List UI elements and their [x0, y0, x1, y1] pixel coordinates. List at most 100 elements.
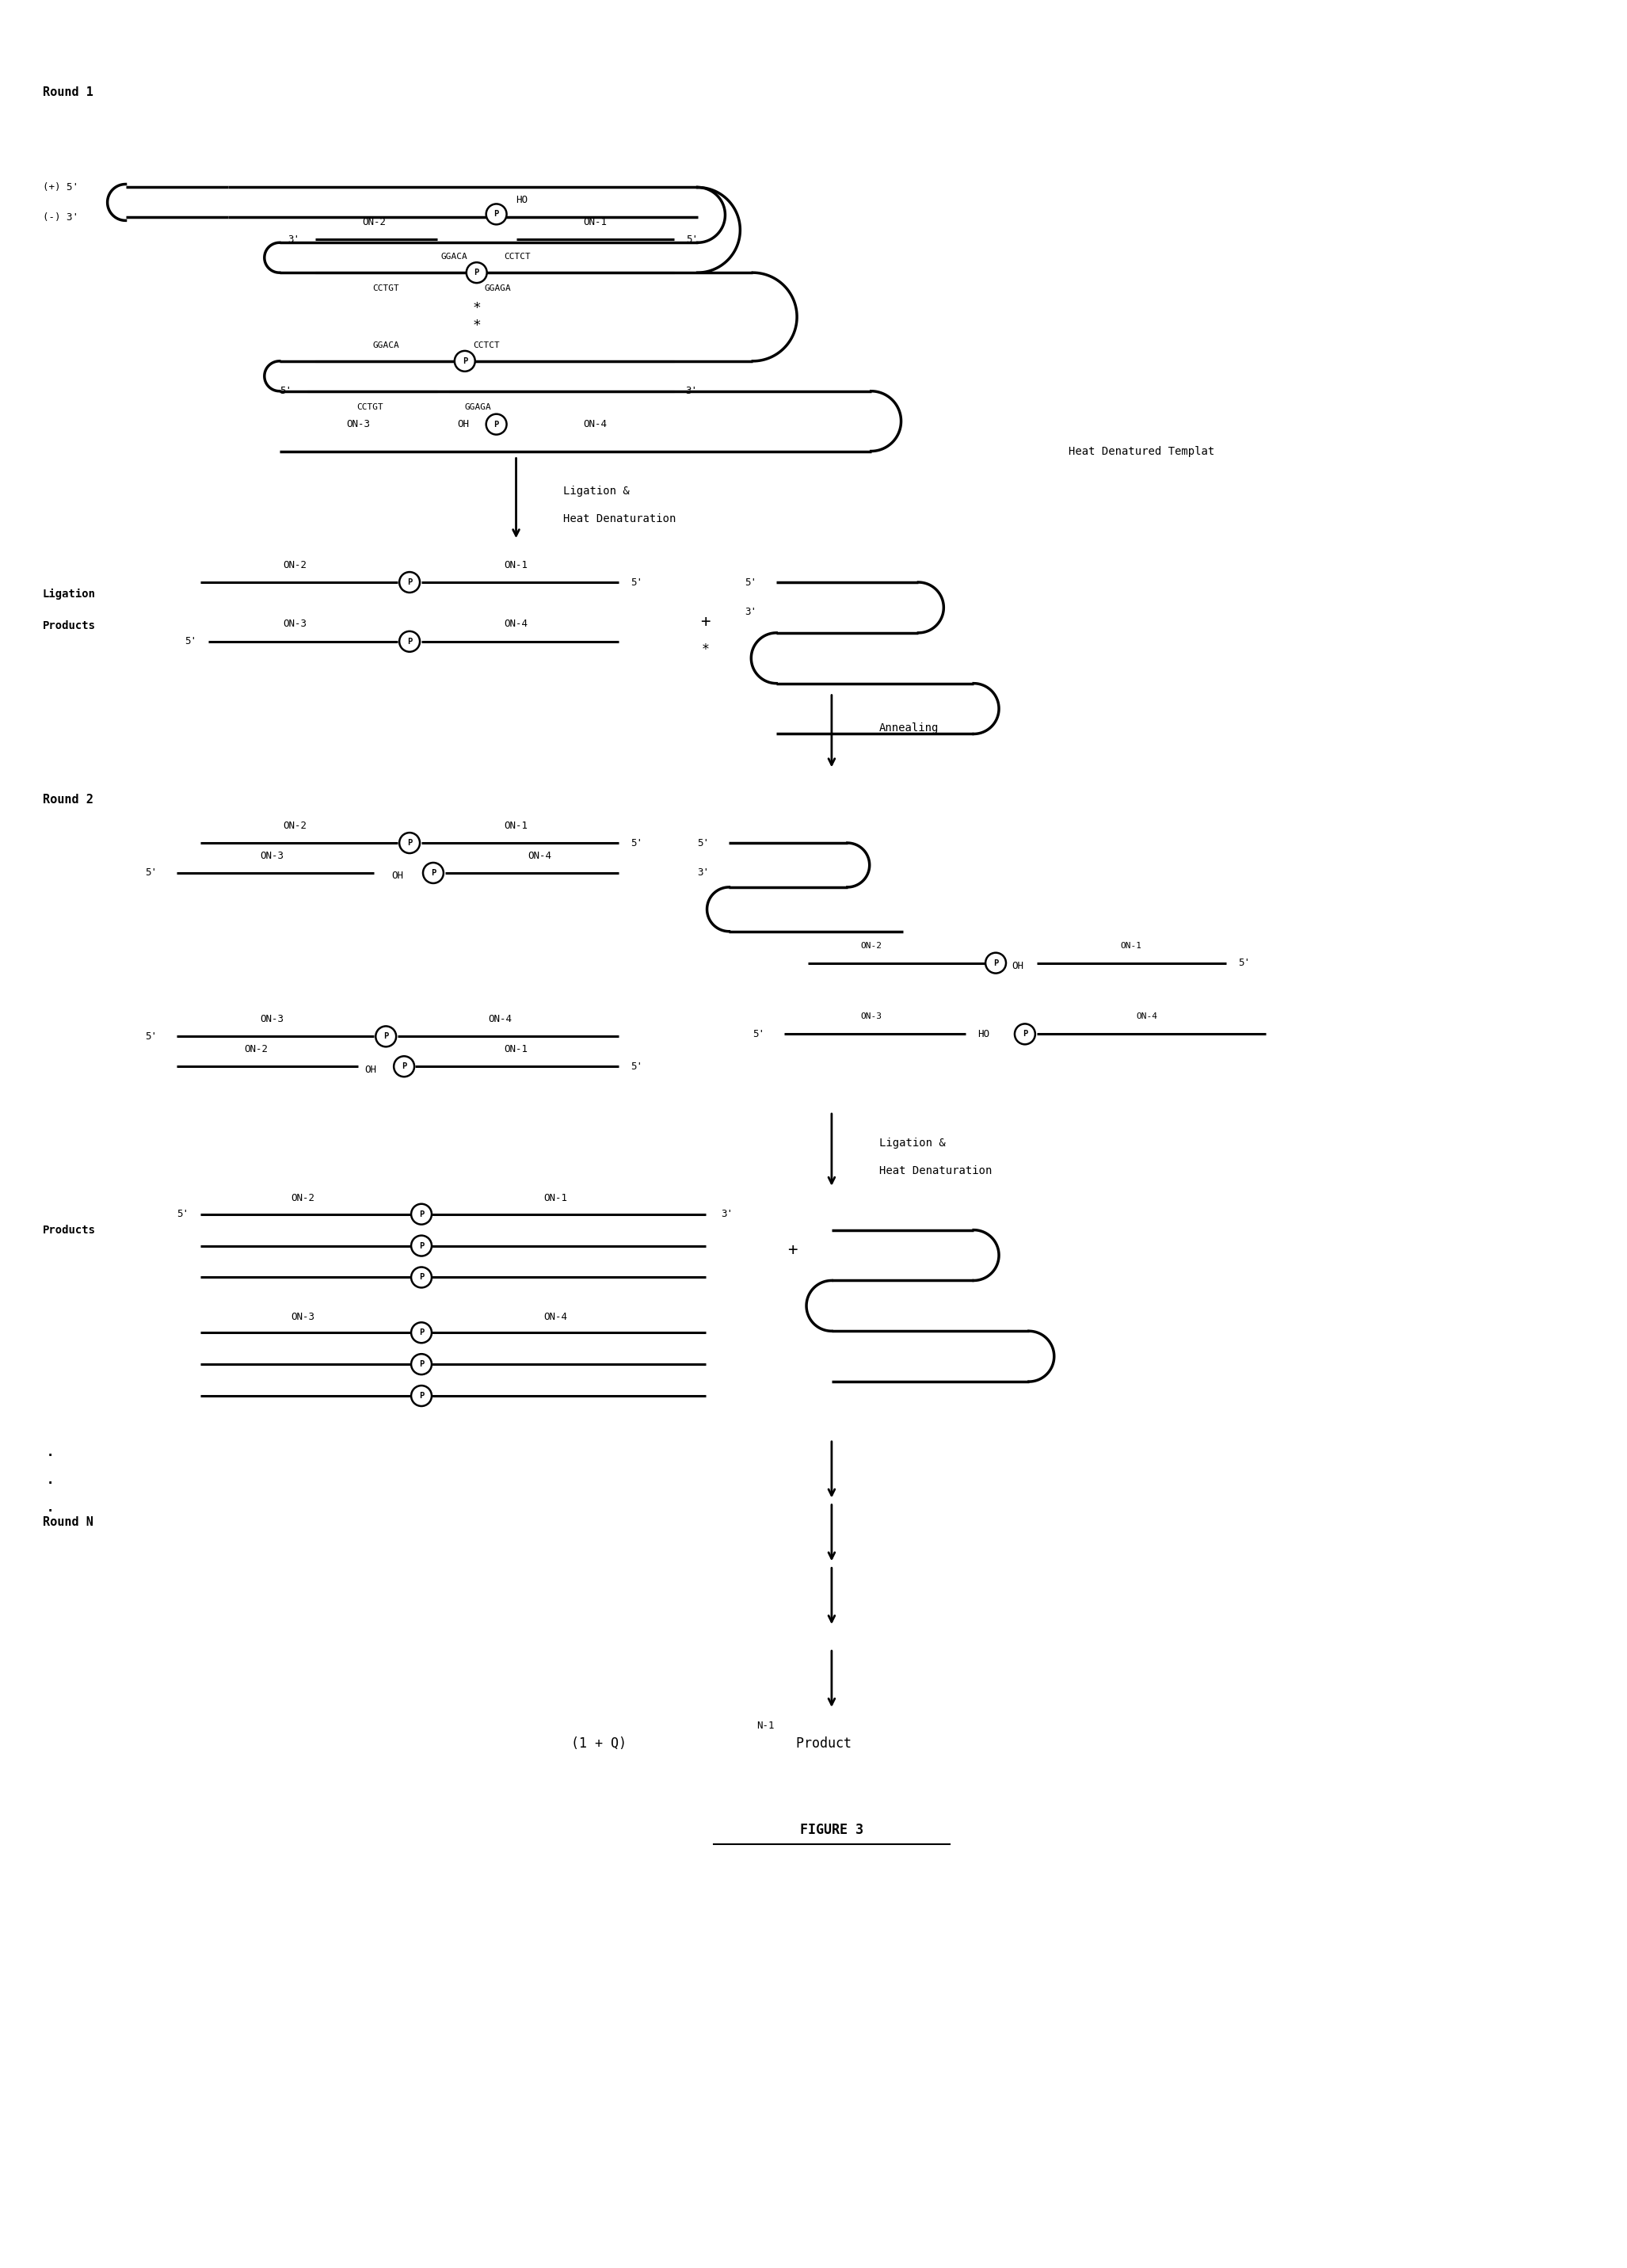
Text: P: P — [418, 1361, 425, 1368]
Text: ON-2: ON-2 — [283, 821, 308, 830]
Text: Ligation: Ligation — [42, 587, 96, 599]
Text: ON-1: ON-1 — [504, 560, 529, 569]
Text: P: P — [402, 1061, 407, 1070]
Text: 5': 5' — [753, 1030, 765, 1039]
Text: FIGURE 3: FIGURE 3 — [800, 1823, 864, 1837]
Text: CCTCT: CCTCT — [473, 342, 499, 349]
Text: 5': 5' — [145, 1032, 158, 1041]
Text: N-1: N-1 — [757, 1721, 774, 1730]
Text: ON-1: ON-1 — [582, 218, 607, 227]
Circle shape — [486, 204, 506, 225]
Circle shape — [412, 1204, 431, 1225]
Text: P: P — [407, 637, 412, 646]
Text: GGACA: GGACA — [441, 254, 469, 261]
Text: HO: HO — [978, 1030, 989, 1039]
Text: OH: OH — [457, 420, 469, 429]
Text: 5': 5' — [1238, 957, 1250, 968]
Text: Heat Denaturation: Heat Denaturation — [879, 1166, 992, 1177]
Text: ON-3: ON-3 — [260, 1014, 283, 1025]
Text: P: P — [992, 959, 999, 966]
Text: P: P — [418, 1272, 425, 1281]
Text: ON-3: ON-3 — [347, 420, 371, 429]
Circle shape — [412, 1386, 431, 1406]
Text: P: P — [407, 578, 412, 585]
Text: ON-1: ON-1 — [543, 1193, 568, 1204]
Text: CCTGT: CCTGT — [356, 404, 384, 411]
Text: 3': 3' — [721, 1209, 734, 1220]
Text: Products: Products — [42, 1225, 96, 1236]
Text: OH: OH — [1012, 962, 1023, 971]
Text: P: P — [418, 1243, 425, 1250]
Text: 3': 3' — [745, 608, 757, 617]
Text: ON-4: ON-4 — [488, 1014, 513, 1025]
Text: Round 2: Round 2 — [42, 794, 93, 805]
Text: .: . — [46, 1442, 55, 1458]
Circle shape — [454, 352, 475, 372]
Text: P: P — [1022, 1030, 1027, 1039]
Text: 3': 3' — [288, 234, 299, 245]
Circle shape — [423, 862, 444, 882]
Text: ON-3: ON-3 — [283, 619, 308, 628]
Circle shape — [394, 1057, 415, 1077]
Text: ON-2: ON-2 — [244, 1043, 267, 1055]
Text: .: . — [46, 1472, 55, 1488]
Text: 5': 5' — [177, 1209, 189, 1220]
Text: Ligation &: Ligation & — [563, 485, 630, 497]
Text: 5': 5' — [631, 1061, 643, 1070]
Text: P: P — [384, 1032, 389, 1041]
Text: 5': 5' — [698, 837, 709, 848]
Text: ON-2: ON-2 — [861, 941, 882, 950]
Text: P: P — [495, 211, 499, 218]
Text: *: * — [472, 318, 482, 333]
Text: HO: HO — [516, 195, 529, 204]
Text: 5': 5' — [631, 837, 643, 848]
Text: Heat Denaturation: Heat Denaturation — [563, 513, 677, 524]
Circle shape — [412, 1268, 431, 1288]
Text: P: P — [407, 839, 412, 846]
Text: Ligation &: Ligation & — [879, 1139, 945, 1148]
Text: GGAGA: GGAGA — [485, 284, 511, 293]
Text: 5': 5' — [280, 386, 291, 397]
Text: Products: Products — [42, 619, 96, 631]
Text: +: + — [700, 615, 711, 631]
Text: 3': 3' — [685, 386, 698, 397]
Text: ON-4: ON-4 — [1137, 1014, 1158, 1021]
Text: ON-1: ON-1 — [504, 1043, 529, 1055]
Text: P: P — [431, 869, 436, 878]
Text: .: . — [46, 1499, 55, 1515]
Circle shape — [467, 263, 486, 284]
Text: Heat Denatured Templat: Heat Denatured Templat — [1069, 445, 1214, 456]
Text: GGAGA: GGAGA — [465, 404, 491, 411]
Circle shape — [1015, 1023, 1035, 1043]
Text: Product: Product — [787, 1737, 851, 1751]
Text: ON-2: ON-2 — [363, 218, 386, 227]
Text: *: * — [472, 302, 482, 315]
Text: ON-3: ON-3 — [861, 1014, 882, 1021]
Text: ON-1: ON-1 — [504, 821, 529, 830]
Text: P: P — [495, 420, 499, 429]
Text: (-) 3': (-) 3' — [42, 213, 78, 222]
Text: CCTGT: CCTGT — [373, 284, 399, 293]
Text: (+) 5': (+) 5' — [42, 181, 78, 193]
Text: ON-4: ON-4 — [527, 850, 552, 862]
Circle shape — [376, 1025, 395, 1048]
Text: Round N: Round N — [42, 1517, 93, 1529]
Text: ON-1: ON-1 — [1121, 941, 1142, 950]
Text: 5': 5' — [745, 576, 757, 587]
Text: OH: OH — [364, 1064, 376, 1075]
Text: ON-3: ON-3 — [260, 850, 283, 862]
Text: 5': 5' — [185, 637, 197, 646]
Text: P: P — [462, 356, 467, 365]
Text: P: P — [473, 268, 478, 277]
Text: +: + — [787, 1243, 797, 1259]
Text: ON-4: ON-4 — [582, 420, 607, 429]
Text: ON-4: ON-4 — [504, 619, 529, 628]
Circle shape — [986, 953, 1005, 973]
Text: ON-2: ON-2 — [291, 1193, 316, 1204]
Text: 5': 5' — [685, 234, 698, 245]
Text: P: P — [418, 1211, 425, 1218]
Circle shape — [399, 832, 420, 853]
Text: ON-3: ON-3 — [291, 1311, 316, 1322]
Text: 3': 3' — [698, 869, 709, 878]
Text: OH: OH — [392, 871, 403, 882]
